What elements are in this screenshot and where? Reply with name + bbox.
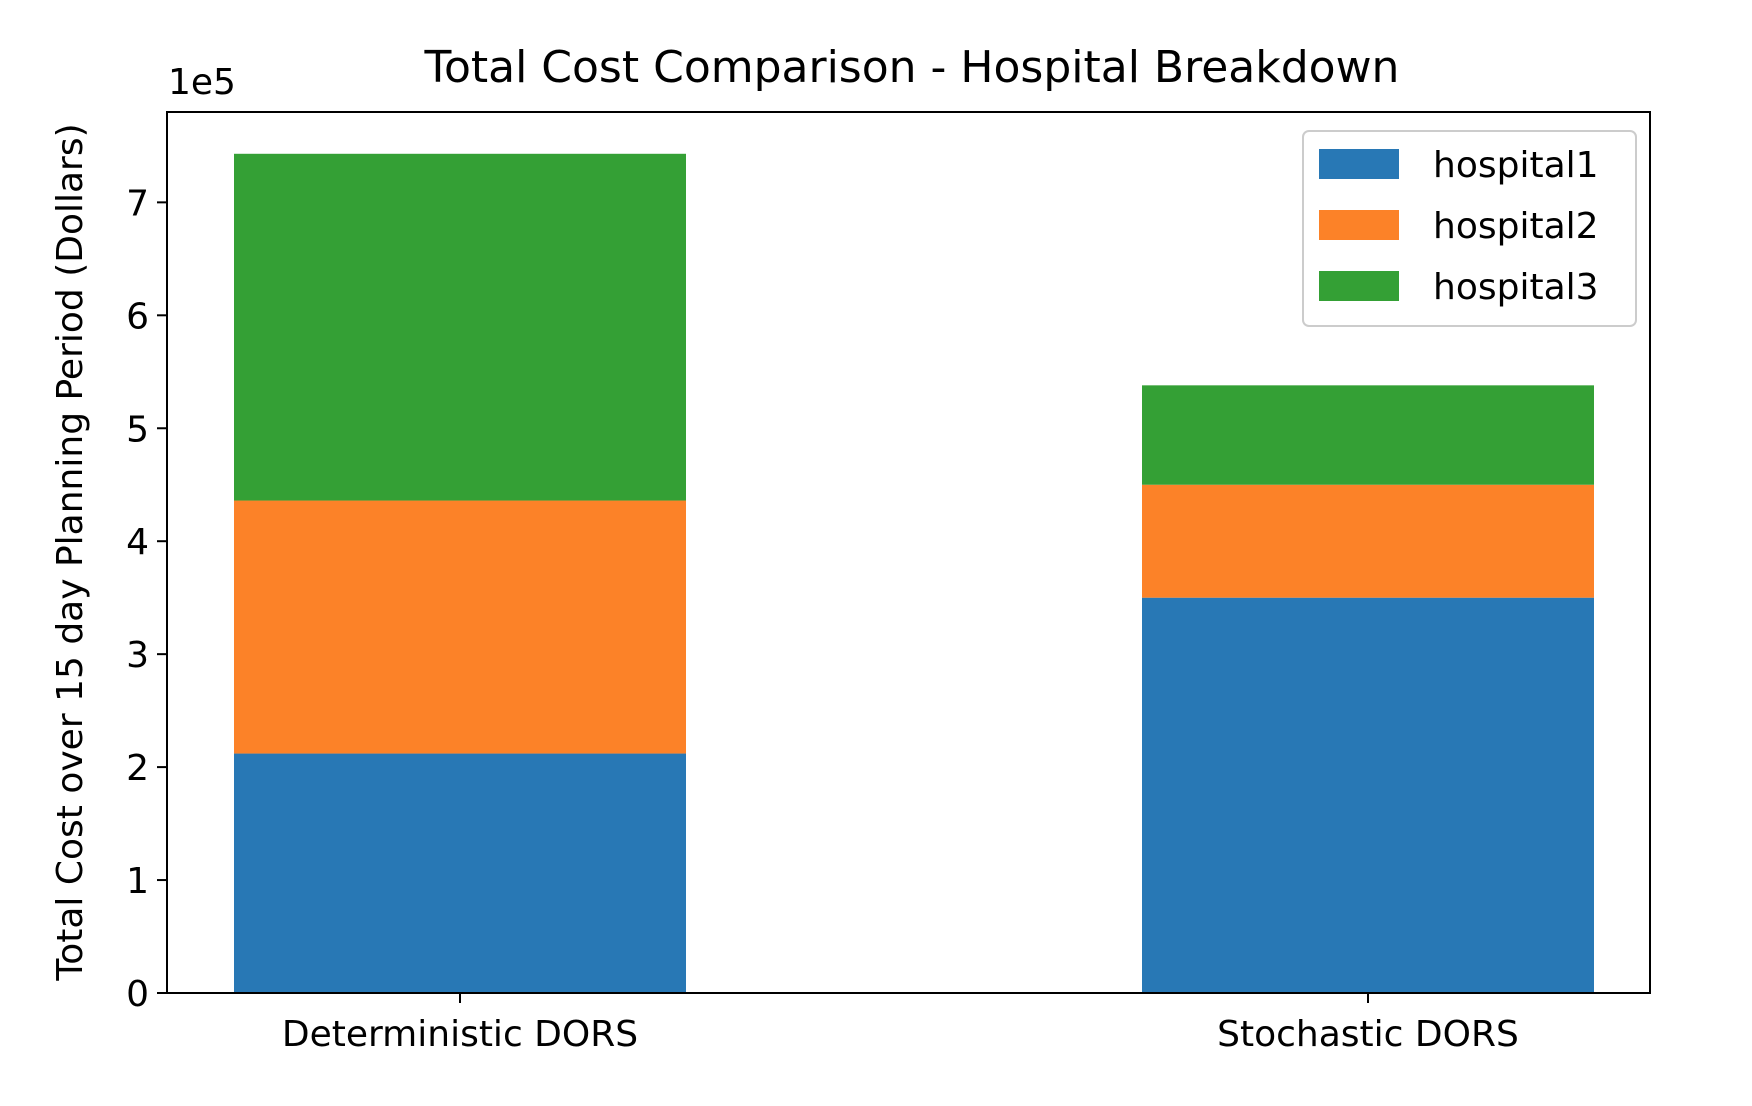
bar-segment-hospital1-2 (1142, 597, 1594, 993)
y-tick-label: 4 (126, 522, 149, 563)
plot-frame (166, 111, 1651, 994)
y-tick-label: 5 (126, 409, 149, 450)
y-axis-label: Total Cost over 15 day Planning Period (… (50, 123, 91, 981)
y-offset-label: 1e5 (168, 62, 236, 103)
x-tick-label: Deterministic DORS (282, 1014, 638, 1055)
legend: hospital1 hospital2 hospital3 (1302, 130, 1637, 327)
y-axis-ticks: 0 1 2 3 4 5 6 7 (126, 183, 167, 1015)
chart-title: Total Cost Comparison - Hospital Breakdo… (424, 42, 1400, 93)
y-tick-label: 1 (126, 861, 149, 902)
bar-segment-hospital3-2 (1142, 385, 1594, 485)
y-tick-label: 7 (126, 183, 149, 224)
bar-segment-hospital1-1 (234, 753, 686, 993)
x-tick-label: Stochastic DORS (1217, 1014, 1519, 1055)
legend-label-hospital3: hospital3 (1433, 267, 1599, 308)
legend-swatch-hospital2 (1319, 210, 1399, 240)
legend-label-hospital1: hospital1 (1433, 145, 1599, 186)
y-tick-label: 6 (126, 296, 149, 337)
bar-segment-hospital2-1 (234, 500, 686, 754)
y-tick-label: 3 (126, 635, 149, 676)
bars-group (234, 153, 1594, 993)
legend-swatch-hospital1 (1319, 149, 1399, 179)
legend-label-hospital2: hospital2 (1433, 206, 1599, 247)
y-tick-label: 0 (126, 974, 149, 1015)
legend-swatch-hospital3 (1319, 271, 1399, 301)
bar-segment-hospital3-1 (234, 153, 686, 501)
bar-segment-hospital2-2 (1142, 484, 1594, 598)
y-tick-label: 2 (126, 748, 149, 789)
x-axis-ticks: Deterministic DORS Stochastic DORS (282, 993, 1519, 1055)
